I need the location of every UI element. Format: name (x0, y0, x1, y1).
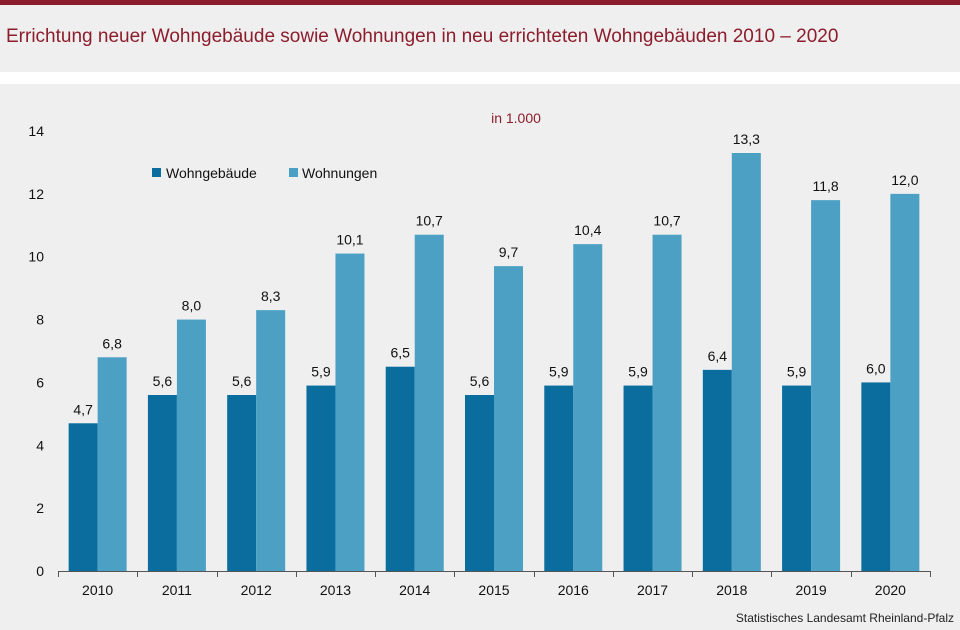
data-label: 13,3 (733, 131, 760, 147)
bar-wohnungen (414, 234, 444, 571)
bar-wohngebaeude (227, 395, 257, 571)
y-tick-label: 8 (36, 312, 44, 328)
bar-wohnungen (335, 253, 365, 572)
bar-wohngebaeude (465, 395, 494, 571)
bar-wohnungen (494, 266, 523, 571)
chart-title: Errichtung neuer Wohngebäude sowie Wohnu… (6, 26, 839, 47)
bar-wohnungen (256, 310, 286, 571)
bar-wohngebaeude (544, 385, 574, 571)
chart-axes: 0 2 4 6 8 10 12 14 2010 2011 2012 2013 2014 2015 2016 2… (28, 110, 931, 598)
bar-wohnungen (652, 234, 682, 571)
bar-wohnungen (176, 319, 206, 571)
data-label: 6,5 (390, 345, 410, 361)
data-label: 10,1 (336, 232, 363, 248)
y-tick-label: 6 (36, 374, 44, 390)
data-label: 10,4 (574, 222, 601, 238)
x-tick-label: 2013 (320, 582, 351, 598)
legend-swatch-wohnungen (289, 168, 298, 177)
y-tick-label: 10 (28, 249, 44, 265)
bar-wohngebaeude (782, 385, 812, 571)
bar-wohngebaeude (306, 385, 336, 571)
data-label: 6,8 (102, 335, 122, 351)
bar-wohngebaeude (147, 395, 177, 571)
x-tick-label: 2014 (399, 582, 430, 598)
title-separator (0, 72, 960, 84)
y-tick-label: 14 (28, 123, 44, 139)
data-label: 5,9 (628, 364, 648, 380)
top-accent-bar (0, 0, 960, 5)
data-label: 5,6 (232, 373, 252, 389)
bar-chart: 0 2 4 6 8 10 12 14 2010 2011 2012 2013 2014 2015 2016 2… (28, 110, 931, 598)
y-tick-label: 12 (28, 186, 44, 202)
bar-wohngebaeude (623, 385, 653, 571)
x-tick-label: 2017 (637, 582, 668, 598)
data-label: 6,4 (708, 348, 728, 364)
chart-data-labels: 4,7 5,6 5,6 5,9 6,5 5,6 5,9 5,9 6,4 5,9 6,0 6,8 8,0 8… (73, 131, 918, 417)
data-label: 5,9 (787, 364, 807, 380)
bar-wohngebaeude (702, 369, 732, 571)
data-label: 5,9 (311, 364, 331, 380)
y-tick-label: 2 (36, 500, 44, 516)
data-label: 6,0 (866, 360, 886, 376)
chart-bars (68, 153, 920, 572)
bar-wohnungen (97, 357, 127, 571)
x-tick-label: 2011 (162, 582, 192, 598)
data-label: 5,6 (470, 373, 490, 389)
data-label: 9,7 (499, 244, 519, 260)
y-tick-label: 4 (36, 437, 44, 453)
data-label: 11,8 (812, 178, 838, 194)
y-tick-label: 0 (36, 563, 44, 579)
x-tick-label: 2018 (716, 582, 747, 598)
x-tick-label: 2019 (796, 582, 827, 598)
legend-swatch-wohngebaeude (152, 168, 161, 177)
x-tick-label: 2010 (82, 582, 113, 598)
bar-wohnungen (573, 244, 603, 571)
data-label: 4,7 (73, 401, 93, 417)
legend-label-wohngebaeude: Wohngebäude (166, 165, 257, 181)
bar-wohnungen (811, 200, 841, 571)
data-label: 5,6 (153, 373, 173, 389)
data-label: 10,7 (416, 213, 443, 229)
chart-legend: Wohngebäude Wohnungen (152, 165, 377, 181)
x-tick-label: 2012 (241, 582, 272, 598)
bar-wohnungen (890, 193, 920, 571)
bar-wohngebaeude (861, 382, 891, 571)
unit-label: in 1.000 (491, 110, 541, 126)
data-label: 12,0 (891, 172, 918, 188)
bar-wohngebaeude (385, 366, 415, 571)
data-label: 8,3 (261, 288, 281, 304)
x-tick-label: 2015 (478, 582, 509, 598)
x-tick-label: 2016 (558, 582, 589, 598)
legend-label-wohnungen: Wohnungen (302, 165, 377, 181)
source-note: Statistisches Landesamt Rheinland-Pfalz (735, 611, 954, 625)
data-label: 8,0 (182, 298, 202, 314)
bar-wohngebaeude (68, 423, 98, 571)
data-label: 5,9 (549, 364, 569, 380)
data-label: 10,7 (653, 213, 680, 229)
x-tick-label: 2020 (875, 582, 906, 598)
bar-wohnungen (731, 153, 761, 571)
